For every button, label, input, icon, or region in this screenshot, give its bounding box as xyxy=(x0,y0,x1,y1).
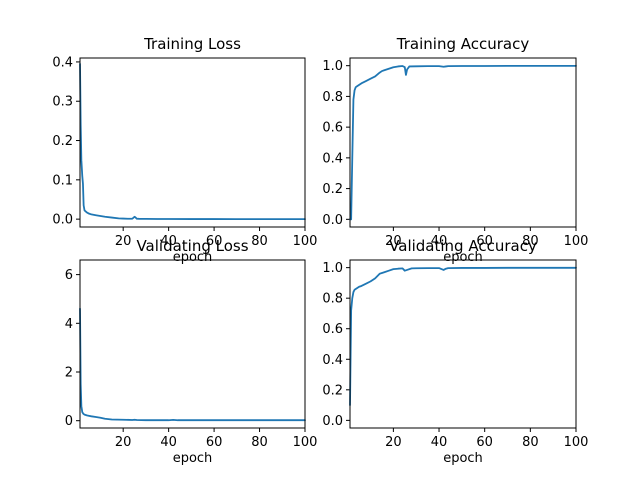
y-tick-label: 1.0 xyxy=(322,59,343,74)
x-tick-label: 100 xyxy=(564,234,589,249)
x-axis-label: epoch xyxy=(173,451,213,466)
y-tick-label: 0.6 xyxy=(322,121,343,136)
x-tick-label: 100 xyxy=(564,435,589,450)
y-tick-label: 0.6 xyxy=(322,322,343,337)
x-tick-label: 20 xyxy=(385,435,402,450)
subplot-training-loss: Training Loss 20 40 60 80 100 0.0 0.1 0.2 0.3 0.4 e… xyxy=(52,35,317,265)
y-tick-label: 0.0 xyxy=(322,213,343,228)
x-tick-label: 20 xyxy=(115,234,132,249)
y-tick-label: 0.4 xyxy=(52,55,73,70)
series-line xyxy=(79,307,306,422)
subplot-validating-loss: Validating Loss 20 40 60 80 100 0 2 4 6 epoch xyxy=(65,237,318,466)
x-axis-label: epoch xyxy=(443,250,483,265)
x-tick-label: 60 xyxy=(206,435,223,450)
y-tick-label: 0.0 xyxy=(322,414,343,429)
x-tick-label: 80 xyxy=(522,234,539,249)
x-tick-label: 80 xyxy=(522,435,539,450)
y-tick-label: 0.4 xyxy=(322,151,343,166)
x-tick-label: 60 xyxy=(476,234,493,249)
y-tick-label: 0.2 xyxy=(52,134,73,149)
y-tick-label: 0.8 xyxy=(322,292,343,307)
subplot-title: Training Accuracy xyxy=(396,35,530,53)
axes-frame xyxy=(349,57,577,228)
x-tick-label: 40 xyxy=(160,435,177,450)
subplot-title: Validating Accuracy xyxy=(389,237,537,255)
x-tick-label: 100 xyxy=(293,234,318,249)
series-line xyxy=(349,266,577,406)
x-axis-label: epoch xyxy=(173,250,213,265)
x-tick-label: 20 xyxy=(385,234,402,249)
y-tick-label: 0.1 xyxy=(52,173,73,188)
subplot-title: Training Loss xyxy=(143,35,241,53)
y-tick-label: 0.2 xyxy=(322,182,343,197)
x-tick-label: 60 xyxy=(476,435,493,450)
axes-frame xyxy=(349,259,577,429)
subplot-training-accuracy: Training Accuracy 20 40 60 80 100 0.0 0.2 0.4 0.6… xyxy=(322,35,588,265)
series-line xyxy=(349,64,577,221)
subplot-title: Validating Loss xyxy=(136,237,248,255)
y-tick-label: 0.3 xyxy=(52,95,73,110)
axes-frame xyxy=(79,57,306,228)
y-tick-label: 0.0 xyxy=(52,213,73,228)
y-tick-label: 1.0 xyxy=(322,261,343,276)
y-tick-label: 0.2 xyxy=(322,383,343,398)
x-tick-label: 40 xyxy=(431,234,448,249)
y-tick-label: 0 xyxy=(65,414,73,429)
x-tick-label: 100 xyxy=(293,435,318,450)
y-tick-label: 4 xyxy=(65,317,73,332)
axes-frame xyxy=(79,259,306,429)
x-tick-label: 20 xyxy=(115,435,132,450)
y-tick-label: 2 xyxy=(65,366,73,381)
x-tick-label: 40 xyxy=(160,234,177,249)
x-tick-label: 60 xyxy=(206,234,223,249)
x-tick-label: 80 xyxy=(251,234,268,249)
y-tick-label: 6 xyxy=(65,268,73,283)
x-axis-label: epoch xyxy=(443,451,483,466)
x-tick-label: 40 xyxy=(431,435,448,450)
y-tick-label: 0.8 xyxy=(322,90,343,105)
y-tick-label: 0.4 xyxy=(322,353,343,368)
series-line xyxy=(79,63,306,221)
x-tick-label: 80 xyxy=(251,435,268,450)
